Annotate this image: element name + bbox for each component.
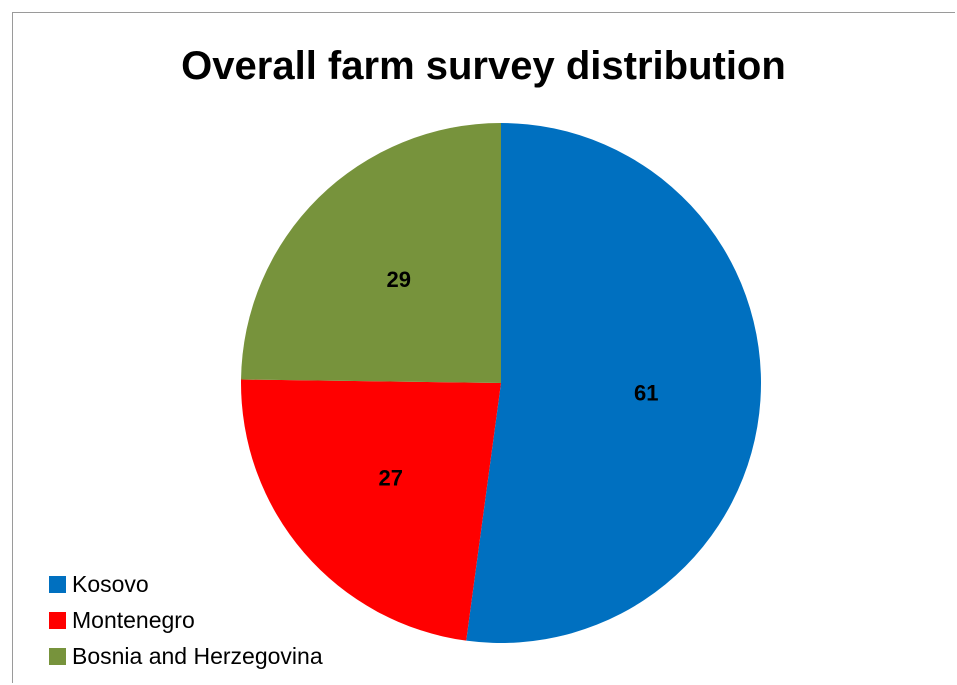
legend-swatch: [49, 647, 66, 665]
pie-slices: [241, 123, 762, 644]
pie-data-labels: 61 27 29: [378, 267, 658, 491]
data-label: 27: [378, 466, 402, 491]
legend-item-montenegro: Montenegro: [49, 602, 323, 638]
chart-title: Overall farm survey distribution: [181, 44, 786, 88]
legend-item-kosovo: Kosovo: [49, 566, 323, 602]
data-label: 61: [634, 380, 658, 405]
legend-label: Bosnia and Herzegovina: [72, 642, 323, 669]
legend-item-bosnia-and-herzegovina: Bosnia and Herzegovina: [49, 638, 323, 674]
legend-swatch: [49, 575, 66, 593]
legend-swatch: [49, 611, 66, 629]
legend-label: Kosovo: [72, 570, 149, 597]
pie-slice-kosovo: [466, 123, 762, 644]
pie-slice-bosnia-and-herzegovina: [241, 123, 501, 383]
pie-slice-montenegro: [241, 379, 502, 641]
chart-legend: Kosovo Montenegro Bosnia and Herzegovina: [49, 566, 323, 674]
legend-label: Montenegro: [72, 606, 195, 633]
data-label: 29: [386, 267, 410, 292]
